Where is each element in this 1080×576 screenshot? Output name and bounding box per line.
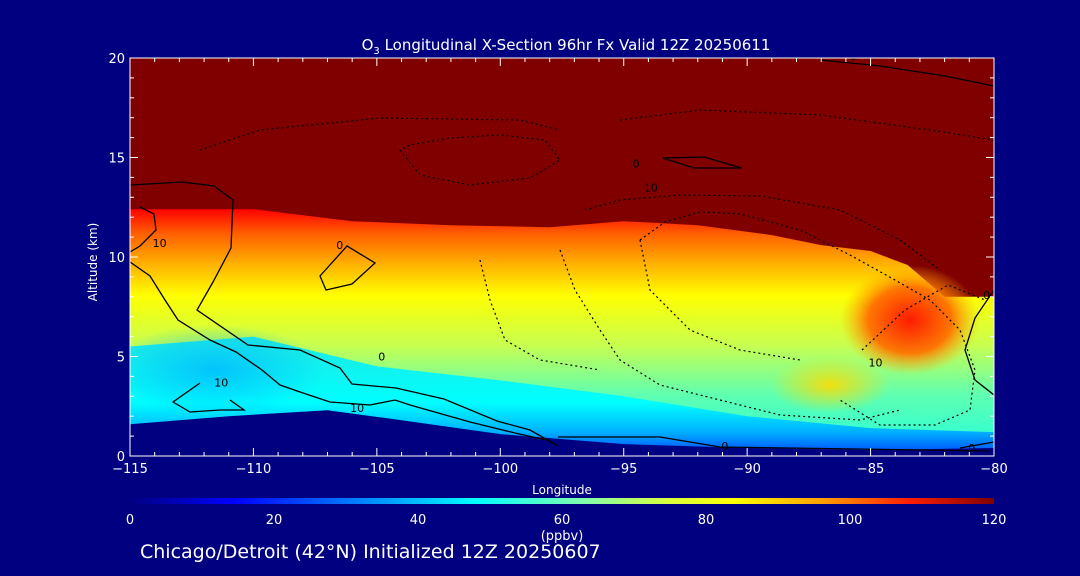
contour-labels: 0 0 0 0 0 0 0 10 10 10 10 10 [153,50,990,455]
dotted-contour-a [639,211,976,426]
colorbar [130,498,994,504]
colorbar-tick-label: 0 [126,513,134,528]
figure-caption: Chicago/Detroit (42°N) Initialized 12Z 2… [140,541,601,563]
contour-0-right [964,289,994,396]
contour-label: 10 [153,237,167,250]
colorbar-tick-label: 100 [838,513,863,528]
colorbar-tick-label: 60 [554,513,571,528]
contour-label: 10 [644,181,658,194]
y-tick-label: 10 [108,251,125,266]
contour-10-loop [171,382,247,413]
contour-label: 10 [214,376,228,389]
y-tick-label: 15 [108,152,125,167]
x-tick-label: −90 [733,462,760,477]
dotted-contour-b [584,194,941,271]
contour-0-right-low [959,441,994,449]
x-tick-label: −100 [482,462,518,477]
x-tick-label: −105 [359,462,395,477]
terrain [130,410,994,456]
colorbar-tick-label: 120 [982,513,1007,528]
high-ozone-bulge [840,265,980,375]
contour-label: 10 [869,356,883,369]
contour-lines [130,59,994,452]
colorbar-ticks: 0 20 40 60 80 100 120 [126,513,1007,528]
contour-0-upper [662,156,743,169]
dotted-contour-upper-loop [399,134,561,186]
dotted-contour-c [559,249,901,421]
x-tick-label: −115 [112,462,148,477]
colorbar-tick-label: 80 [698,513,715,528]
x-axis: −115 −110 −105 −100 −95 −90 −85 −80 [112,58,1008,477]
contour-0-low [558,436,991,452]
colorbar-unit: (ppbv) [541,529,584,544]
contour-label: 0 [633,157,640,170]
contour-label: 0 [983,289,990,302]
y-tick-label: 5 [117,351,125,366]
contour-lines-dotted [199,109,994,426]
ozone-field: 0 0 0 0 0 0 0 10 10 10 10 10 [130,50,994,456]
y-axis: 0 5 10 15 20 [108,52,994,465]
ozone-plume [770,357,890,413]
chart-title: O3 Longitudinal X-Section 96hr Fx Valid … [362,36,771,57]
contour-label: 10 [350,402,364,415]
contour-0-top [819,59,994,87]
dotted-contour-e [639,239,801,361]
y-axis-label: Altitude (km) [86,223,100,302]
contour-10-left [130,206,157,253]
contour-0-island [319,245,377,291]
contour-10-mid [130,261,547,441]
contour-label: 0 [336,239,343,252]
contour-label: 0 [378,351,385,364]
contour-label: 0 [850,50,857,63]
contour-0-solid [130,181,559,447]
dotted-contour-upper-right [619,109,994,141]
colorbar-tick-label: 40 [410,513,427,528]
x-tick-label: −110 [236,462,272,477]
low-ozone-pocket [130,325,325,415]
y-tick-label: 20 [108,52,125,67]
contour-label: 0 [968,442,975,455]
contour-label: 0 [721,440,728,453]
y-tick-label: 0 [117,450,125,465]
x-tick-label: −95 [610,462,637,477]
x-tick-label: −85 [857,462,884,477]
x-tick-label: −80 [980,462,1007,477]
colorbar-tick-label: 20 [266,513,283,528]
x-axis-label: Longitude [532,483,592,497]
